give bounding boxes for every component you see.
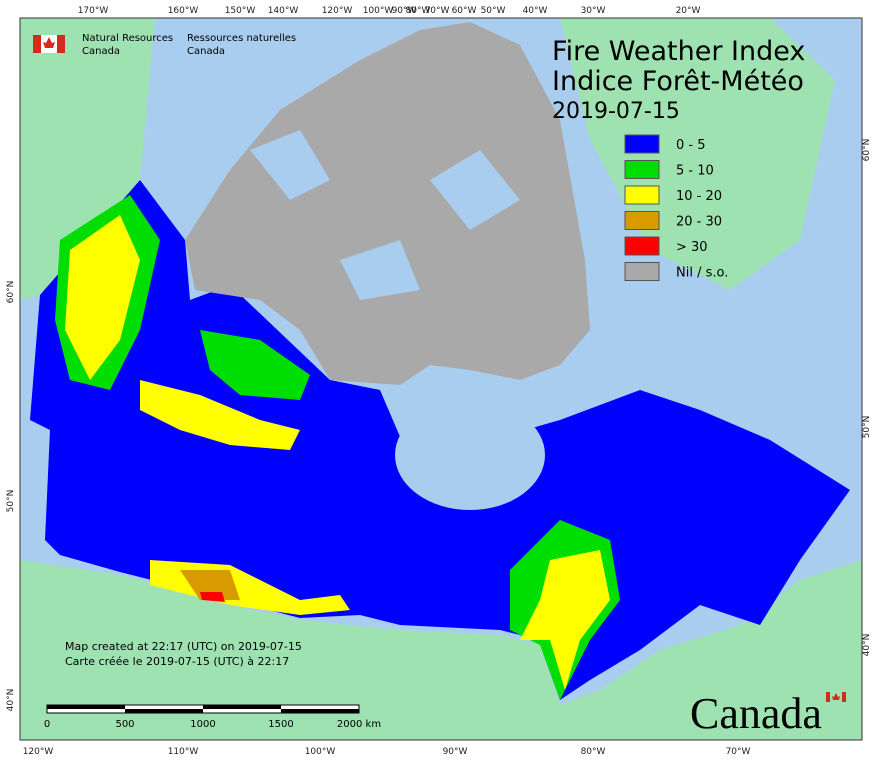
- lat-label: 60°N: [862, 139, 872, 162]
- created-fr: Carte créée le 2019-07-15 (UTC) à 22:17: [65, 655, 289, 668]
- lon-label: 30°W: [581, 6, 606, 16]
- lon-label: 80°W: [406, 6, 431, 16]
- lat-label: 60°N: [6, 281, 16, 304]
- arctic-nil: [185, 22, 590, 385]
- scale-segment: [125, 709, 203, 713]
- lon-label: 60°W: [452, 6, 477, 16]
- lat-label: 50°N: [862, 416, 872, 439]
- legend-label: 10 - 20: [676, 189, 722, 204]
- title: Fire Weather Index: [552, 36, 805, 67]
- west-yellow: [65, 215, 140, 380]
- scale-segment: [281, 709, 359, 713]
- lon-label: 50°W: [481, 6, 506, 16]
- greenland: [560, 18, 835, 290]
- lat-label: 40°N: [6, 689, 16, 712]
- agency-en: Canada: [82, 46, 120, 57]
- maple-leaf: [43, 37, 55, 48]
- lon-label: 150°W: [225, 6, 256, 16]
- lon-label: 90°W: [392, 6, 417, 16]
- legend-swatch: [624, 262, 660, 281]
- lon-label: 110°W: [168, 747, 199, 757]
- date: 2019-07-15: [552, 99, 680, 124]
- canada-wordmark: Canada: [690, 689, 846, 738]
- legend-label: Nil / s.o.: [676, 266, 728, 281]
- agency-fr: Ressources naturelles: [187, 33, 296, 44]
- legend-label: 5 - 10: [676, 164, 714, 179]
- prairie-orange: [180, 570, 240, 600]
- lon-label: 70°W: [726, 747, 751, 757]
- wordmark: Canada: [690, 689, 822, 738]
- legend-swatch: [624, 185, 660, 205]
- lat-label: 40°N: [862, 634, 872, 657]
- legend-label: 20 - 30: [676, 215, 722, 230]
- lon-label: 70°W: [425, 6, 450, 16]
- title: Indice Forêt-Météo: [552, 66, 804, 97]
- scale-segment: [203, 705, 281, 709]
- east-yellow: [520, 550, 610, 690]
- scale-label: 1000: [190, 719, 215, 730]
- lat-label: 50°N: [6, 490, 16, 513]
- agency-fr: Canada: [187, 46, 225, 57]
- flag-bar: [33, 35, 41, 53]
- lon-label: 170°W: [78, 6, 109, 16]
- legend-label: > 30: [676, 240, 708, 255]
- central-yellow: [140, 380, 300, 450]
- map-frame: [19, 17, 863, 741]
- united-states: [20, 560, 862, 740]
- legend-swatch: [624, 211, 660, 230]
- lon-label: 120°W: [322, 6, 353, 16]
- maple-leaf: [832, 693, 840, 700]
- prairie-red: [200, 592, 225, 602]
- scale-bar: [46, 704, 360, 714]
- scale-label: 2000 km: [337, 719, 381, 730]
- north-green: [200, 330, 310, 400]
- scale-label: 0: [44, 719, 50, 730]
- flag-bar: [826, 692, 830, 702]
- nrcan-signature: Natural Resources Canada Ressources natu…: [33, 33, 296, 57]
- map-area: [19, 17, 863, 741]
- lon-label: 100°W: [363, 6, 394, 16]
- lon-label: 20°W: [676, 6, 701, 16]
- scale-label: 500: [115, 719, 134, 730]
- legend-label: 0 - 5: [676, 138, 706, 153]
- legend-swatch: [624, 160, 660, 179]
- legend-swatch: [624, 134, 660, 154]
- lon-label: 80°W: [581, 747, 606, 757]
- legend-swatch: [624, 236, 660, 256]
- created-en: Map created at 22:17 (UTC) on 2019-07-15: [65, 640, 302, 653]
- graticule-labels: 170°W 160°W 150°W 140°W 120°W 100°W90°W80°W70…: [6, 6, 872, 757]
- lon-label: 100°W: [305, 747, 336, 757]
- flag-bar: [57, 35, 65, 53]
- agency-en: Natural Resources: [82, 33, 173, 44]
- hudson-bay: [395, 400, 545, 510]
- scale-label: 1500: [268, 719, 293, 730]
- scale-labels: 0 500 1000 1500 2000 km: [44, 719, 381, 730]
- lon-label: 120°W: [23, 747, 54, 757]
- alaska: [20, 18, 155, 300]
- lon-label: 160°W: [168, 6, 199, 16]
- scale-segment: [47, 705, 125, 709]
- lon-label: 140°W: [268, 6, 299, 16]
- flag-bar: [842, 692, 846, 702]
- lon-label: 90°W: [443, 747, 468, 757]
- lon-label: 40°W: [523, 6, 548, 16]
- arctic-channels: [250, 130, 520, 300]
- legend: 0 - 5 5 - 10 10 - 20 20 - 30 > 30 Nil / s.o.: [624, 134, 728, 281]
